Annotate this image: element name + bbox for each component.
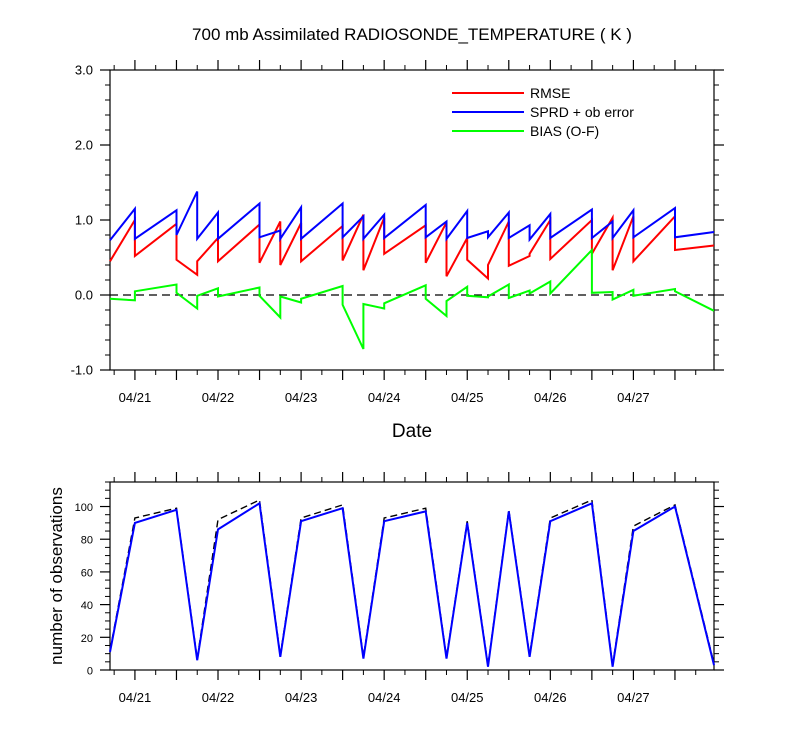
series-rmse-line xyxy=(109,213,715,281)
x-tick-label: 04/22 xyxy=(202,690,235,705)
y-tick-label: -1.0 xyxy=(71,363,93,378)
series-assimilated-observations-line xyxy=(109,501,715,667)
axis-ticks xyxy=(100,60,724,380)
x-tick-label: 04/22 xyxy=(202,390,235,405)
x-tick-label: 04/23 xyxy=(285,690,318,705)
y-tick-label: 20 xyxy=(81,633,93,645)
y-tick-label: 0.0 xyxy=(75,288,93,303)
top-chart: 700 mb Assimilated RADIOSONDE_TEMPERATUR… xyxy=(71,25,724,442)
x-tick-label: 04/26 xyxy=(534,390,567,405)
x-tick-label: 04/23 xyxy=(285,390,318,405)
x-tick-label: 04/26 xyxy=(534,690,567,705)
y-tick-label: 0 xyxy=(87,666,93,678)
legend-label-sprd-ob-error: SPRD + ob error xyxy=(530,104,634,120)
series-group xyxy=(109,191,715,350)
x-tick-label: 04/27 xyxy=(617,690,650,705)
y-tick-label: 2.0 xyxy=(75,138,93,153)
x-tick-label: 04/24 xyxy=(368,690,401,705)
legend-label-rmse: RMSE xyxy=(530,85,570,101)
y-tick-label: 40 xyxy=(81,600,93,612)
x-tick-label: 04/25 xyxy=(451,390,484,405)
x-tick-label: 04/21 xyxy=(119,690,152,705)
y-tick-labels: -1.0 0.0 1.0 2.0 3.0 xyxy=(71,63,93,378)
axis-ticks xyxy=(100,472,724,680)
plot-frame xyxy=(109,481,715,671)
y-tick-label: 60 xyxy=(81,567,93,579)
x-tick-labels: 04/21 04/22 04/23 04/24 04/25 04/26 04/27 xyxy=(119,690,650,705)
y-tick-labels: 0 20 40 60 80 100 xyxy=(75,502,93,677)
y-tick-label: 3.0 xyxy=(75,63,93,78)
series-group xyxy=(109,498,715,667)
series-sprd-ob-error-line xyxy=(109,191,715,243)
x-axis-label: Date xyxy=(392,421,432,442)
y-tick-label: 100 xyxy=(75,502,93,514)
x-tick-label: 04/25 xyxy=(451,690,484,705)
series-bias-o-f-line xyxy=(109,247,715,350)
x-tick-label: 04/27 xyxy=(617,390,650,405)
y-axis-label: number of observations xyxy=(47,487,66,665)
legend-label-bias-o-f: BIAS (O-F) xyxy=(530,123,599,139)
x-tick-label: 04/24 xyxy=(368,390,401,405)
x-tick-label: 04/21 xyxy=(119,390,152,405)
chart-title: 700 mb Assimilated RADIOSONDE_TEMPERATUR… xyxy=(192,25,632,44)
y-tick-label: 1.0 xyxy=(75,213,93,228)
x-tick-labels: 04/21 04/22 04/23 04/24 04/25 04/26 04/27 xyxy=(119,390,650,405)
legend: RMSE SPRD + ob error BIAS (O-F) xyxy=(452,85,634,139)
y-tick-label: 80 xyxy=(81,535,93,547)
